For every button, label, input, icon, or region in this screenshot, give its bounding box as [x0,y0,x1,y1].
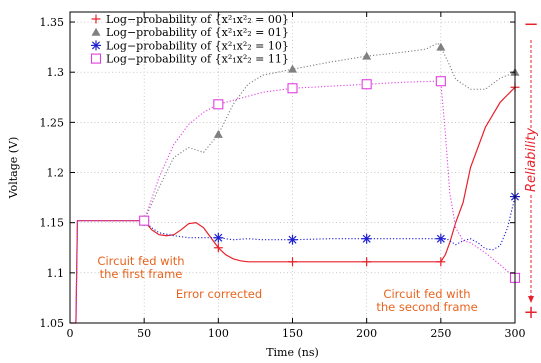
data-point-2-3 [361,233,372,244]
data-point-1-2 [288,64,297,73]
annotation-line: the second frame [376,300,477,314]
legend-entry-1: Log−probability of {x²₁x²₂ = 01} [91,26,289,39]
series-line-1 [70,42,516,324]
y-axis-label: Voltage (V) [7,137,20,200]
y-tick-label: 1.15 [40,217,65,230]
legend: Log−probability of {x²₁x²₂ = 00}Log−prob… [90,13,289,66]
annotation-line: Circuit fed with [97,254,184,268]
legend-label-3: Log−probability of {x²₁x²₂ = 11} [106,53,289,66]
x-tick-label: 50 [137,327,151,340]
data-point-2-2 [287,234,298,245]
x-axis-label: Time (ns) [266,346,319,359]
data-point-1-3 [362,51,372,60]
data-point-0-4 [436,257,446,267]
annotation-0: Circuit fed with the first frame [97,254,184,281]
data-point-2-1 [213,232,224,243]
legend-label-1: Log−probability of {x²₁x²₂ = 01} [106,26,289,39]
y-tick-label: 1.3 [47,66,65,79]
annotation-2: Circuit fed with the second frame [376,287,477,314]
data-point-3-2 [287,83,298,94]
data-point-0-1 [213,243,223,253]
marker-stroke [362,234,371,243]
annotation-line: Error corrected [176,287,262,301]
reliability-plus-symbol: + [523,302,538,323]
data-point-0-3 [362,257,372,267]
legend-label-2: Log−probability of {x²₁x²₂ = 10} [106,39,289,52]
x-tick-label: 150 [282,327,303,340]
data-point-2-4 [435,233,446,244]
annotation-line: the first frame [100,267,183,281]
series-line-0 [70,86,516,324]
legend-marker-1 [91,27,101,36]
axes-layer: 0 50 100 150 200 250 300 1.05 1.1 1.15 1.2 1.25 1.3 1… [7,11,526,359]
x-tick-label: 300 [505,327,526,340]
series-layer [70,42,521,324]
series-line-3 [70,80,516,324]
data-point-3-3 [361,79,372,90]
legend-marker-3 [90,53,102,64]
reliability-arrowhead [528,296,534,303]
annotation-1: Error corrected [176,287,262,301]
legend-entry-3: Log−probability of {x²₁x²₂ = 11} [90,53,289,66]
y-tick-label: 1.1 [47,267,65,280]
marker-stroke [91,41,101,50]
legend-marker-2 [91,40,101,51]
x-tick-label: 200 [356,327,377,340]
data-point-3-0 [139,215,150,226]
y-tick-label: 1.2 [47,167,65,180]
data-point-1-1 [213,129,223,138]
data-point-3-1 [213,99,224,110]
marker-stroke [288,235,297,244]
annotation-line: Circuit fed with [383,287,470,301]
data-point-1-4 [436,42,446,51]
legend-label-0: Log−probability of {x²₁x²₂ = 00} [106,13,289,26]
reliability-minus-symbol: − [523,14,538,35]
legend-entry-2: Log−probability of {x²₁x²₂ = 10} [91,39,289,52]
reliability-label: Reliability [524,128,539,192]
x-tick-label: 250 [430,327,451,340]
y-tick-label: 1.05 [40,317,65,330]
y-tick-label: 1.35 [40,16,65,29]
marker-stroke [436,234,445,243]
marker-stroke [214,233,223,242]
x-tick-label: 100 [208,327,229,340]
legend-entry-0: Log−probability of {x²₁x²₂ = 00} [91,13,289,26]
x-tick-label: 0 [67,327,74,340]
data-point-3-4 [435,76,446,87]
legend-marker-0 [91,14,101,24]
data-point-0-2 [288,257,297,267]
y-tick-label: 1.25 [40,116,65,129]
